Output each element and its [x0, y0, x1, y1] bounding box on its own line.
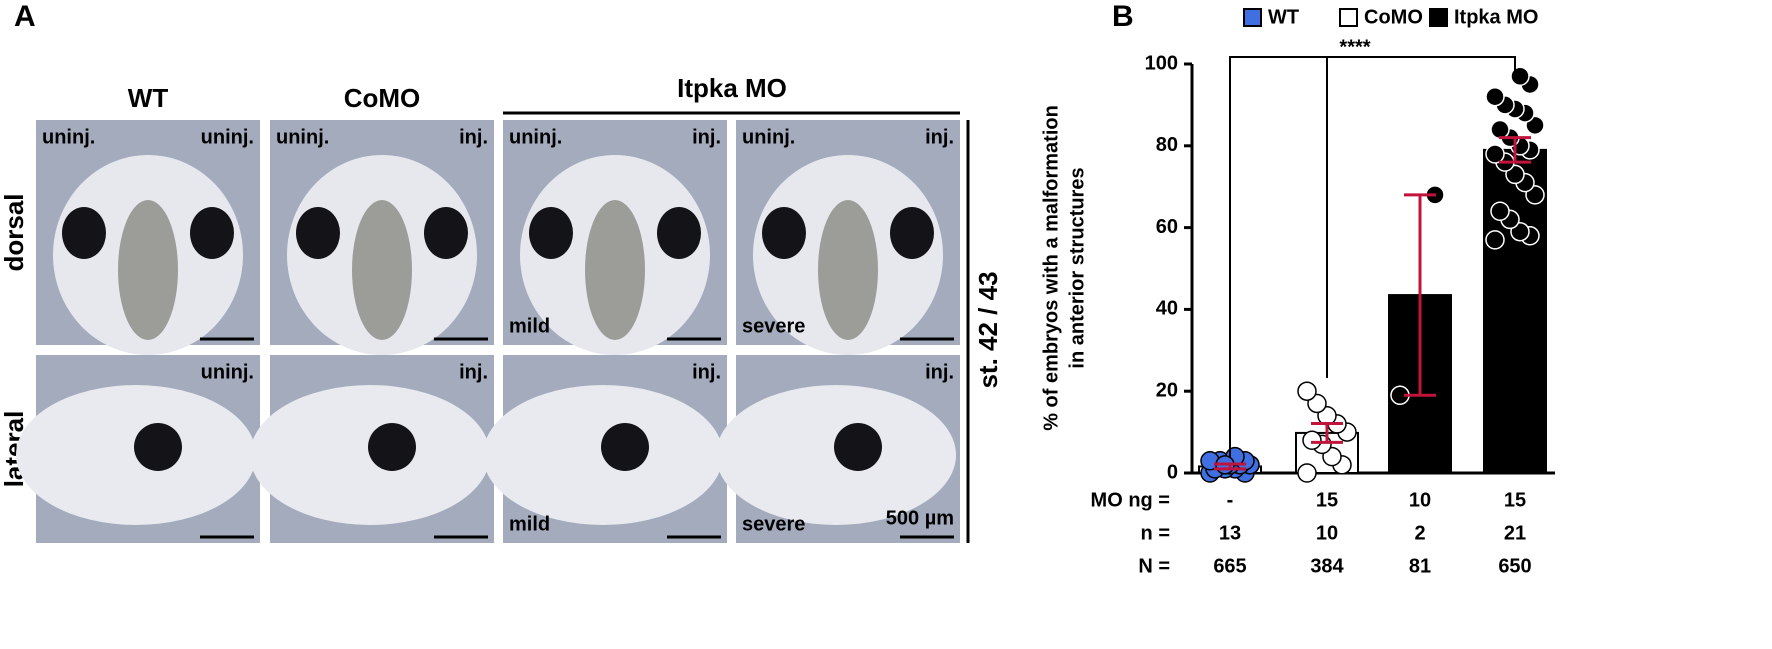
data-point [1297, 381, 1317, 401]
eye [657, 207, 701, 259]
photo-label: severe [742, 315, 805, 337]
significance-bracket [1229, 56, 1516, 458]
eye [368, 423, 416, 471]
legend-swatch [1243, 8, 1262, 27]
eye [296, 207, 340, 259]
photo-label: inj. [925, 126, 954, 148]
eye [601, 423, 649, 471]
table-cell: 650 [1498, 555, 1531, 577]
photo-label: mild [509, 315, 550, 337]
eye [424, 207, 468, 259]
eye [834, 423, 882, 471]
table-cell: 21 [1504, 522, 1526, 544]
data-point [1297, 463, 1317, 483]
photo-label: inj. [925, 361, 954, 383]
photo-label: uninj. [509, 126, 562, 148]
column-header: CoMO [344, 83, 421, 113]
row-label: dorsal [0, 193, 29, 271]
error-bar [1214, 462, 1246, 471]
error-bar [1499, 136, 1531, 164]
table-label: n = [1141, 522, 1170, 544]
photo-label: uninj. [201, 126, 254, 148]
photo-label: inj. [459, 361, 488, 383]
table-cell: 15 [1316, 489, 1338, 511]
y-axis-title: in anterior structures [1066, 167, 1088, 368]
table-cell: - [1227, 489, 1234, 511]
scale-label: 500 µm [886, 507, 954, 529]
panel-label: A [14, 0, 36, 33]
table-cell: 2 [1414, 522, 1425, 544]
data-point [1485, 230, 1505, 250]
data-point [1485, 144, 1505, 164]
table-cell: 10 [1409, 489, 1431, 511]
pigment [585, 200, 645, 340]
photo-label: inj. [692, 126, 721, 148]
pigment [118, 200, 178, 340]
error-bar [1404, 193, 1436, 397]
photo-label: uninj. [42, 126, 95, 148]
pigment [352, 200, 412, 340]
column-header: Itpka MO [677, 73, 787, 103]
eye [190, 207, 234, 259]
column-header: WT [128, 83, 169, 113]
y-tick-label: 100 [1145, 52, 1178, 74]
eye [529, 207, 573, 259]
data-point [1302, 430, 1322, 451]
legend-swatch [1339, 8, 1358, 27]
significance-label: **** [1339, 36, 1370, 58]
photo-label: mild [509, 513, 550, 535]
pigment [818, 200, 878, 340]
table-cell: 384 [1310, 555, 1344, 577]
table-label: N = [1138, 555, 1170, 577]
eye [62, 207, 106, 259]
eye [762, 207, 806, 259]
stage-label: st. 42 / 43 [973, 271, 1003, 388]
y-tick-label: 80 [1156, 134, 1178, 156]
legend-swatch [1429, 8, 1448, 27]
table-cell: 13 [1219, 522, 1241, 544]
eye [890, 207, 934, 259]
panel-label: B [1112, 0, 1134, 33]
table-cell: 10 [1316, 522, 1338, 544]
data-point [1510, 66, 1530, 87]
y-tick-label: 0 [1167, 461, 1178, 483]
error-bar [1311, 422, 1343, 444]
y-tick-label: 20 [1156, 379, 1178, 401]
y-axis-title: % of embryos with a malformation [1040, 105, 1062, 431]
legend-label: WT [1268, 6, 1299, 28]
photo-label: uninj. [742, 126, 795, 148]
data-point [1490, 201, 1510, 221]
data-point [1490, 119, 1510, 140]
table-cell: 665 [1213, 555, 1246, 577]
photo-label: uninj. [201, 361, 254, 383]
photo-label: uninj. [276, 126, 329, 148]
y-tick-label: 40 [1156, 298, 1178, 320]
legend-label: CoMO [1364, 6, 1423, 28]
eye [134, 423, 182, 471]
photo-label: inj. [692, 361, 721, 383]
data-point [1485, 86, 1505, 107]
photo-label: inj. [459, 126, 488, 148]
table-label: MO ng = [1091, 489, 1170, 511]
table-cell: 81 [1409, 555, 1431, 577]
legend-label: Itpka MO [1454, 6, 1538, 28]
table-cell: 15 [1504, 489, 1526, 511]
y-tick-label: 60 [1156, 216, 1178, 238]
photo-label: severe [742, 513, 805, 535]
